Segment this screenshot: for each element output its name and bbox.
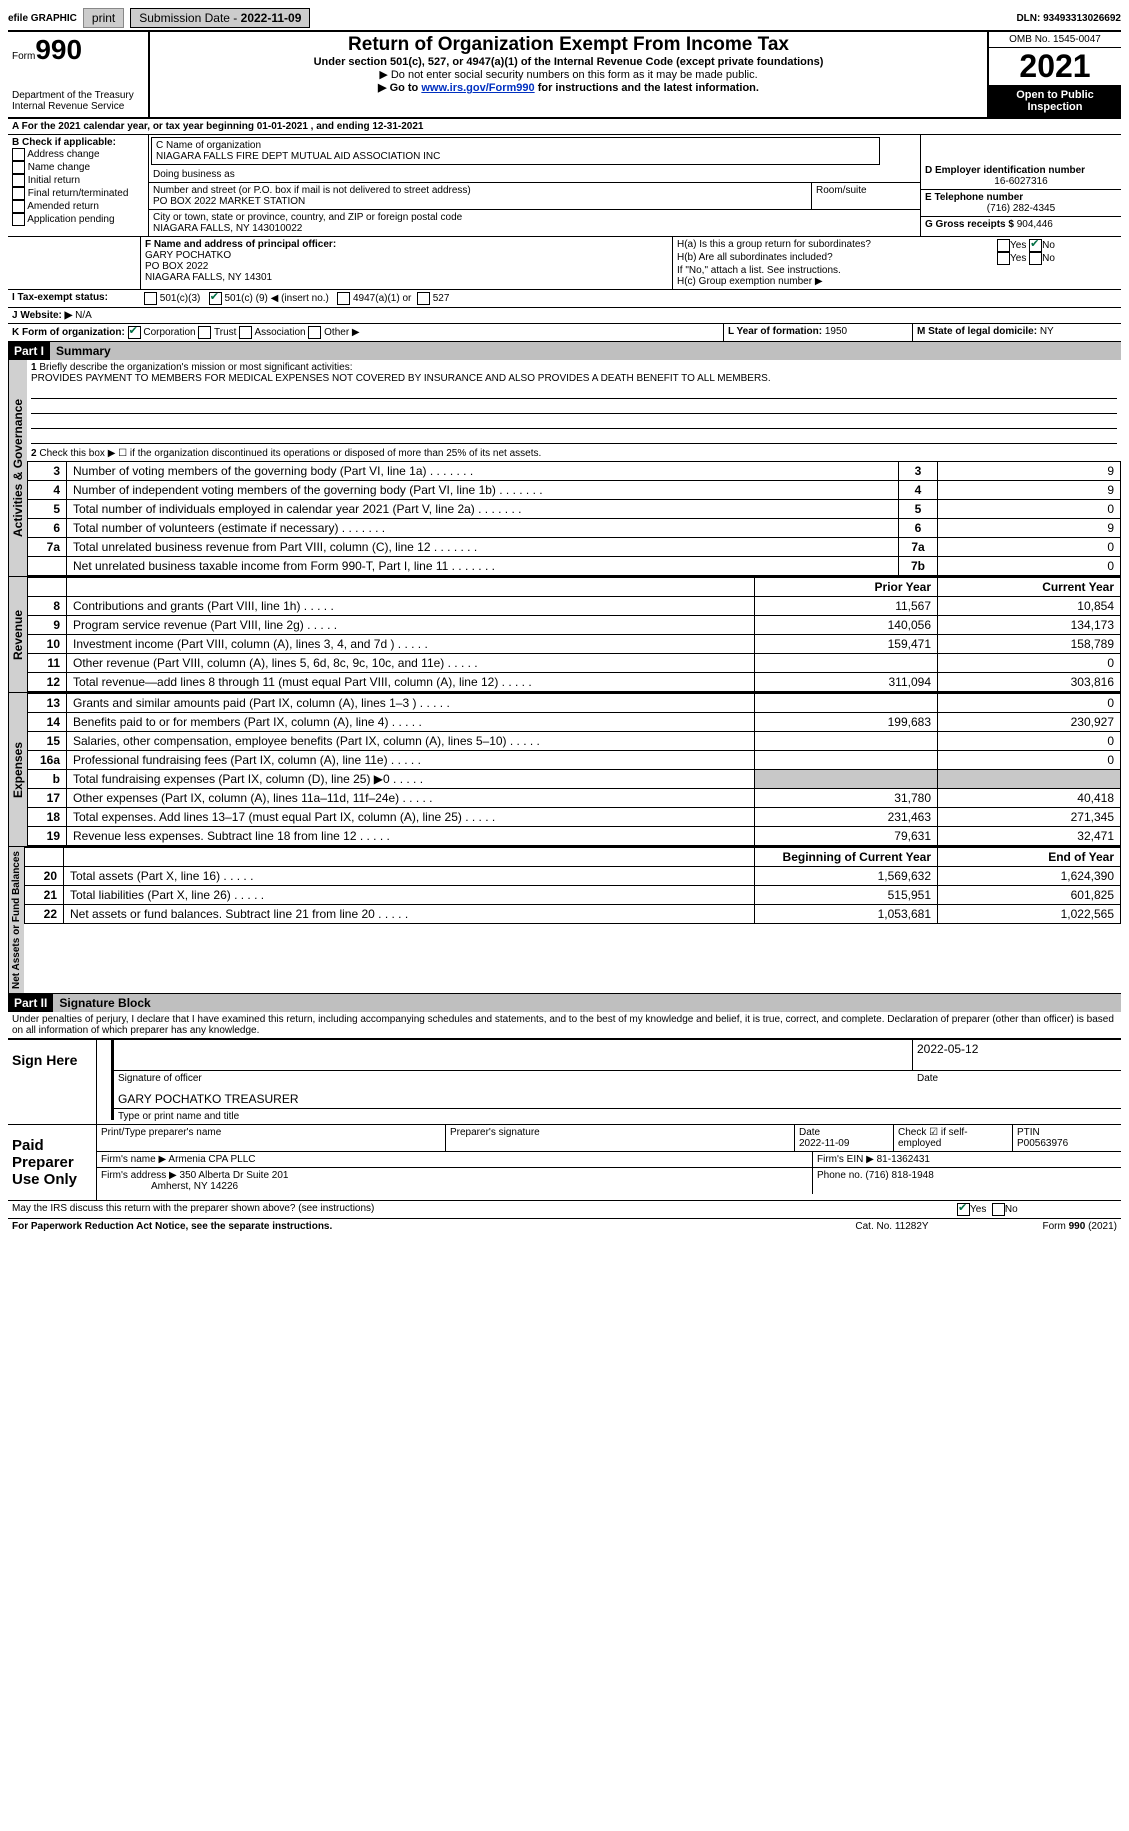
box-i: I Tax-exempt status: 501(c)(3) 501(c) (9… <box>8 290 1121 308</box>
box-j: J Website: ▶ N/A <box>8 308 1121 324</box>
box-deg: D Employer identification number 16-6027… <box>920 135 1121 236</box>
box-klm: K Form of organization: Corporation Trus… <box>8 324 1121 342</box>
part2-header: Part II Signature Block <box>8 993 1121 1012</box>
top-bar: efile GRAPHIC print Submission Date - 20… <box>8 8 1121 28</box>
part1-netassets: Net Assets or Fund Balances Beginning of… <box>8 846 1121 993</box>
part1-activities: Activities & Governance 1 Briefly descri… <box>8 360 1121 576</box>
submission-date: Submission Date - 2022-11-09 <box>130 8 310 28</box>
form990-link[interactable]: www.irs.gov/Form990 <box>421 82 534 94</box>
summary-top-table: 3Number of voting members of the governi… <box>27 461 1121 576</box>
sign-here-block: Sign Here 2022-05-12 Signature of office… <box>8 1038 1121 1124</box>
netassets-table: Beginning of Current YearEnd of Year 20T… <box>24 847 1121 924</box>
info-row-2: F Name and address of principal officer:… <box>8 237 1121 290</box>
box-b: B Check if applicable: Address change Na… <box>8 135 149 236</box>
expenses-table: 13Grants and similar amounts paid (Part … <box>27 693 1121 846</box>
box-c: C Name of organization NIAGARA FALLS FIR… <box>149 135 920 236</box>
efile-label: efile GRAPHIC <box>8 13 77 24</box>
info-row-1: B Check if applicable: Address change Na… <box>8 135 1121 237</box>
dln: DLN: 93493313026692 <box>1016 13 1121 24</box>
header-right: OMB No. 1545-0047 2021 Open to Public In… <box>987 32 1121 117</box>
discuss-row: May the IRS discuss this return with the… <box>8 1200 1121 1219</box>
tax-year-line: A For the 2021 calendar year, or tax yea… <box>8 119 1121 135</box>
revenue-table: Prior YearCurrent Year 8Contributions an… <box>27 577 1121 692</box>
footer-row: For Paperwork Reduction Act Notice, see … <box>8 1219 1121 1234</box>
form-header: Form990 Department of the Treasury Inter… <box>8 30 1121 119</box>
paid-preparer-block: Paid Preparer Use Only Print/Type prepar… <box>8 1124 1121 1200</box>
header-center: Return of Organization Exempt From Incom… <box>150 32 987 117</box>
part1-expenses: Expenses 13Grants and similar amounts pa… <box>8 692 1121 846</box>
part1-header: Part I Summary <box>8 342 1121 360</box>
box-f: F Name and address of principal officer:… <box>141 237 672 289</box>
print-button[interactable]: print <box>83 8 124 28</box>
box-h: H(a) Is this a group return for subordin… <box>672 237 1121 289</box>
declaration-text: Under penalties of perjury, I declare th… <box>8 1012 1121 1038</box>
header-left: Form990 Department of the Treasury Inter… <box>8 32 150 117</box>
part1-revenue: Revenue Prior YearCurrent Year 8Contribu… <box>8 576 1121 692</box>
